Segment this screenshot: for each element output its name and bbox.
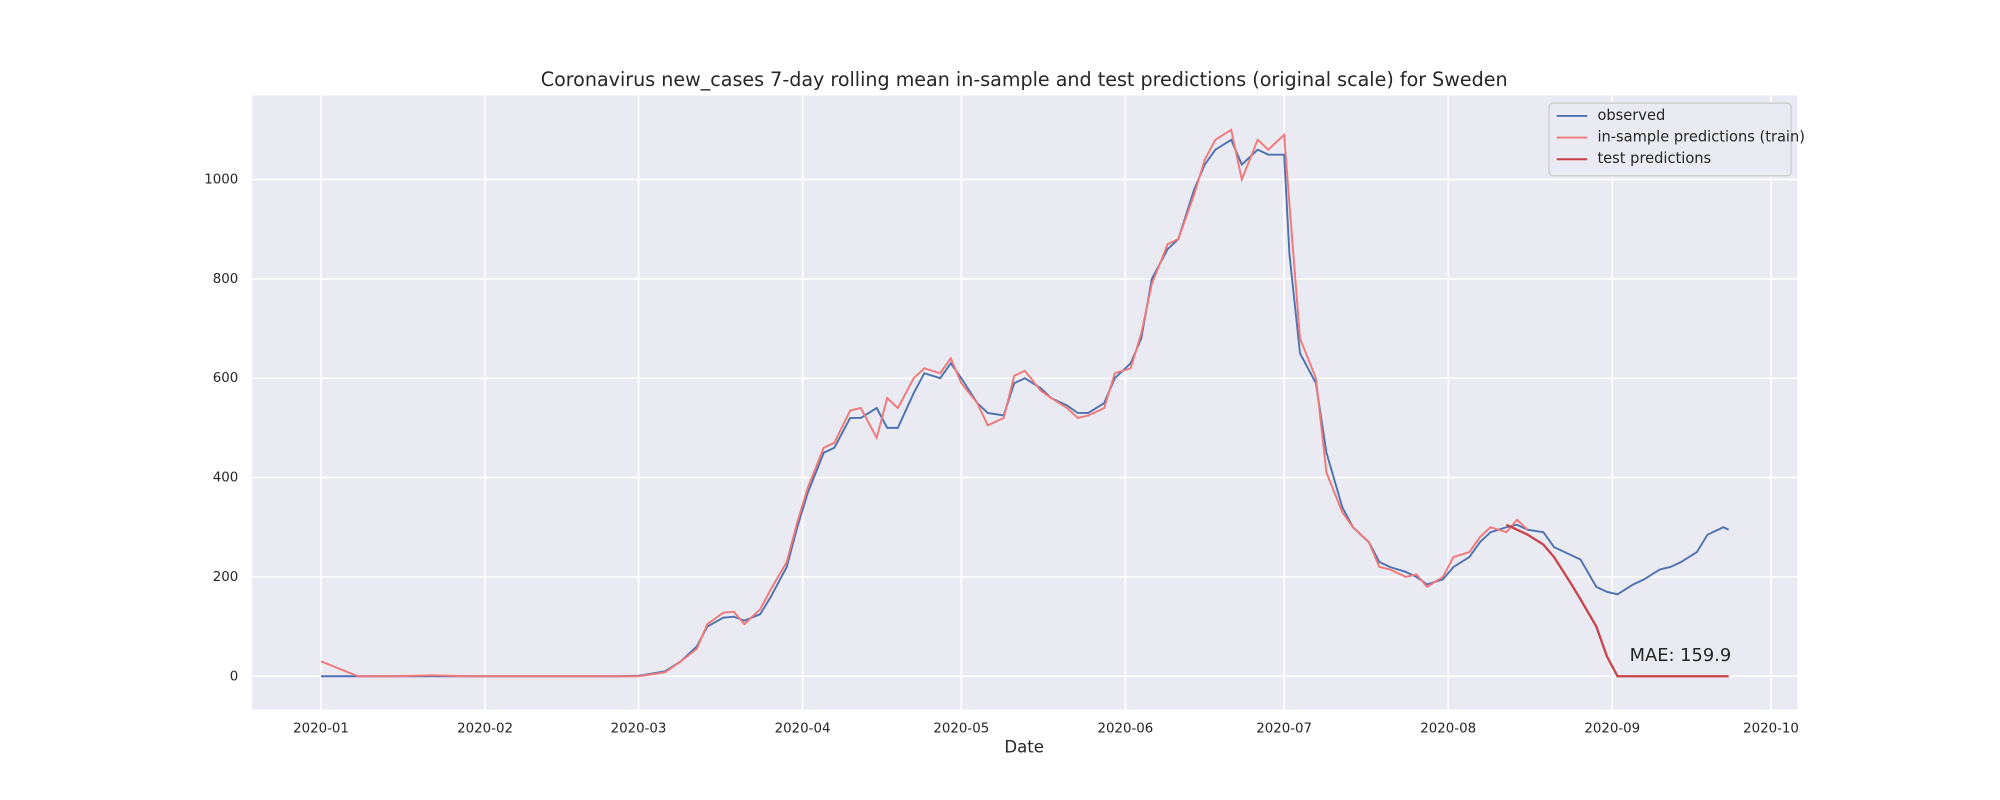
legend-label: in-sample predictions (train) <box>1597 129 1805 146</box>
x-tick-label: 2020-01 <box>293 722 349 737</box>
line-series <box>1505 523 1729 678</box>
x-tick-label: 2020-05 <box>933 722 989 737</box>
x-tick-label: 2020-09 <box>1584 722 1640 737</box>
line-series <box>320 128 1529 678</box>
y-tick-label: 1000 <box>204 172 238 187</box>
y-tick-label: 400 <box>213 471 239 486</box>
x-tick-label: 2020-06 <box>1097 722 1153 737</box>
x-tick-label: 2020-08 <box>1420 722 1476 737</box>
x-tick-label: 2020-02 <box>457 722 513 737</box>
x-tick-label: 2020-07 <box>1256 722 1312 737</box>
annotation: MAE: 159.9 <box>1630 645 1732 666</box>
x-tick-label: 2020-04 <box>775 722 831 737</box>
legend-label: observed <box>1597 107 1665 124</box>
chart-title: Coronavirus new_cases 7-day rolling mean… <box>541 68 1508 91</box>
y-tick-label: 800 <box>213 272 239 287</box>
x-tick-label: 2020-10 <box>1743 722 1799 737</box>
y-tick-label: 600 <box>213 371 239 386</box>
x-axis-label: Date <box>1004 737 1044 756</box>
plot-area <box>252 95 1798 710</box>
legend-box <box>1548 102 1792 177</box>
legend-label: test predictions <box>1597 150 1711 167</box>
y-tick-label: 200 <box>213 570 239 585</box>
x-tick-label: 2020-03 <box>611 722 667 737</box>
y-tick-label: 0 <box>230 669 239 684</box>
